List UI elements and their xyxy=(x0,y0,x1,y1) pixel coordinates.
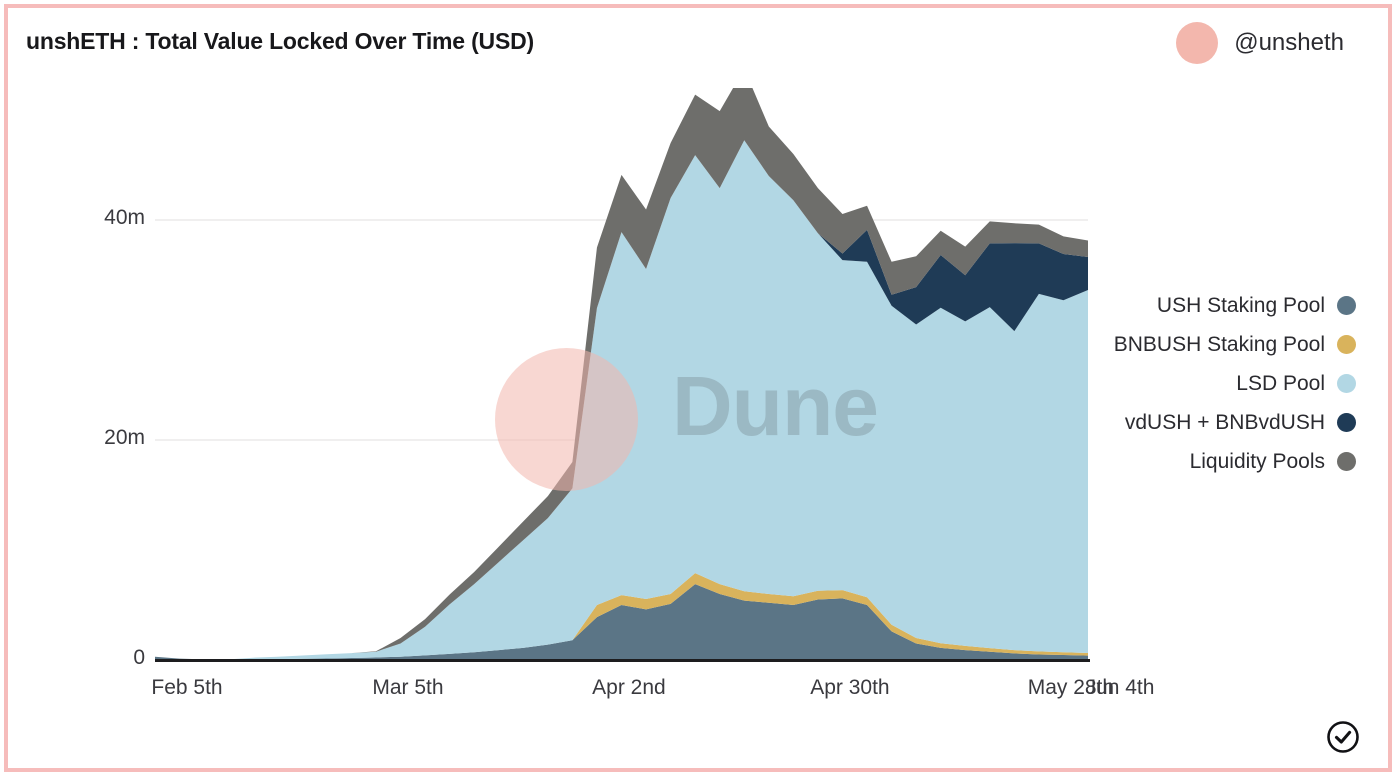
y-axis-tick-label: 40m xyxy=(104,206,145,229)
handle-label: @unsheth xyxy=(1234,29,1344,56)
stacked-area-chart xyxy=(155,88,1088,660)
area-series xyxy=(155,88,1088,660)
legend-item-label: vdUSH + BNBvdUSH xyxy=(1124,410,1325,434)
legend-item[interactable]: BNBUSH Staking Pool xyxy=(1104,325,1356,364)
y-axis-tick-label: 0 xyxy=(133,646,145,669)
legend-item-label: USH Staking Pool xyxy=(1156,293,1325,317)
check-circle-icon[interactable] xyxy=(1326,720,1360,754)
x-axis-tick-label: Jun 4th xyxy=(1085,676,1155,699)
area-series xyxy=(155,584,1088,660)
x-axis-tick-label: Feb 5th xyxy=(151,676,223,699)
plot-area xyxy=(155,88,1088,660)
legend-color-swatch xyxy=(1337,296,1356,315)
page-title: unshETH : Total Value Locked Over Time (… xyxy=(26,28,534,54)
legend-item-label: Liquidity Pools xyxy=(1189,449,1325,473)
legend-item-label: LSD Pool xyxy=(1236,371,1325,395)
x-axis-tick-label: Mar 5th xyxy=(372,676,444,699)
area-series xyxy=(155,573,1088,660)
x-axis-tick-label: Apr 2nd xyxy=(592,676,666,699)
legend-item[interactable]: LSD Pool xyxy=(1104,364,1356,403)
y-axis-tick-label: 20m xyxy=(104,426,145,449)
legend-item-label: BNBUSH Staking Pool xyxy=(1113,332,1325,356)
legend-color-swatch xyxy=(1337,452,1356,471)
legend-color-swatch xyxy=(1337,335,1356,354)
x-axis-tick-label: May 28th xyxy=(1027,676,1115,699)
legend-item[interactable]: USH Staking Pool xyxy=(1104,286,1356,325)
legend-color-swatch xyxy=(1337,413,1356,432)
x-axis-tick-label: Apr 30th xyxy=(810,676,890,699)
legend-color-swatch xyxy=(1337,374,1356,393)
legend-item[interactable]: vdUSH + BNBvdUSH xyxy=(1104,403,1356,442)
avatar xyxy=(1176,22,1219,64)
chart-legend: USH Staking Pool BNBUSH Staking Pool LSD P… xyxy=(1104,286,1356,481)
legend-item[interactable]: Liquidity Pools xyxy=(1104,442,1356,481)
x-axis-line xyxy=(155,659,1090,662)
account-handle: @unsheth xyxy=(1176,22,1344,64)
